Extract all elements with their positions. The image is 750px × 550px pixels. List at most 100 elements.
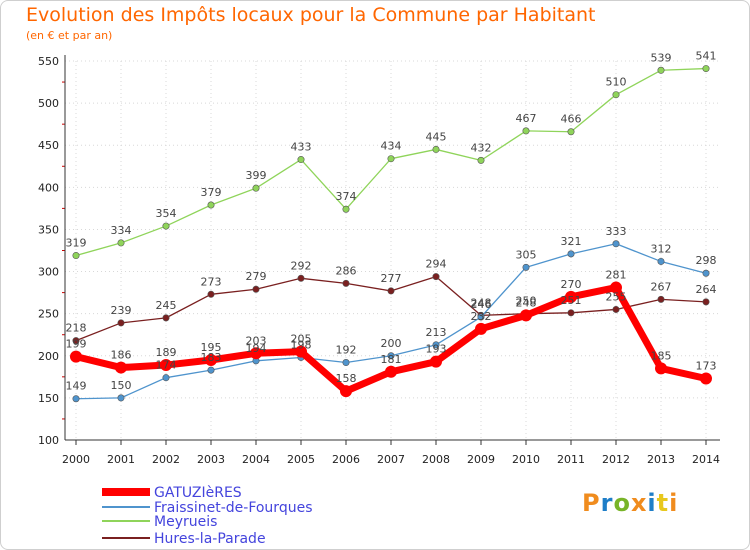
data-label: 205 <box>291 333 312 346</box>
data-label: 281 <box>606 269 627 282</box>
data-label: 267 <box>651 280 672 293</box>
data-label: 183 <box>201 351 222 364</box>
logo-letter: x <box>630 489 648 517</box>
y-tick-label: 100 <box>38 434 59 447</box>
data-point <box>657 295 665 303</box>
data-label: 264 <box>696 283 717 296</box>
x-tick-label: 2000 <box>62 453 90 466</box>
legend-label: GATUZIèRES <box>154 485 242 501</box>
data-label: 250 <box>516 295 537 308</box>
data-label: 279 <box>246 270 267 283</box>
data-point <box>160 359 172 372</box>
data-point <box>655 362 667 375</box>
data-label: 270 <box>561 278 582 291</box>
data-label: 312 <box>651 242 672 255</box>
y-tick-label: 500 <box>38 97 59 110</box>
data-label: 273 <box>201 275 222 288</box>
data-label: 186 <box>111 349 132 362</box>
data-label: 248 <box>516 296 537 309</box>
data-point <box>477 313 485 321</box>
data-label: 198 <box>291 338 312 351</box>
legend-label: Hures-la-Parade <box>154 531 266 547</box>
data-label: 374 <box>336 190 357 203</box>
data-label: 239 <box>111 304 132 317</box>
data-label: 294 <box>426 258 447 271</box>
data-point <box>657 257 665 265</box>
x-tick-label: 2005 <box>287 453 315 466</box>
data-point <box>340 385 352 398</box>
data-label: 433 <box>291 141 312 154</box>
data-point <box>432 145 440 153</box>
data-label: 193 <box>426 343 447 356</box>
data-label: 189 <box>156 346 177 359</box>
data-label: 195 <box>201 341 222 354</box>
data-label: 305 <box>516 248 537 261</box>
data-point <box>342 205 350 213</box>
data-point <box>117 239 125 247</box>
data-label: 432 <box>471 141 492 154</box>
logo-letter: i <box>647 489 657 517</box>
chart-subtitle: (en € et par an) <box>26 29 113 42</box>
legend: GATUZIèRESFraissinet-de-FourquesMeyrueis… <box>102 485 312 547</box>
data-point <box>657 66 665 74</box>
data-point <box>342 359 350 367</box>
data-point <box>565 290 577 303</box>
data-label: 218 <box>66 322 87 335</box>
data-label: 321 <box>561 235 582 248</box>
y-tick-label: 300 <box>38 266 59 279</box>
data-point <box>70 350 82 363</box>
chart-title: Evolution des Impôts locaux pour la Comm… <box>26 4 596 26</box>
data-point <box>432 341 440 349</box>
x-tick-label: 2011 <box>557 453 585 466</box>
data-label: 399 <box>246 169 267 182</box>
data-label: 149 <box>66 380 87 393</box>
data-point <box>567 309 575 317</box>
data-point <box>252 184 260 192</box>
data-point <box>700 372 712 385</box>
data-point <box>430 355 442 368</box>
data-label: 298 <box>696 254 717 267</box>
data-point <box>475 322 487 335</box>
x-tick-label: 2001 <box>107 453 135 466</box>
legend-label: Meyrueis <box>154 514 217 530</box>
data-label: 181 <box>381 353 402 366</box>
axes: 100 150 200 250 300 350 400 450 500 550 2000 2001 20… <box>38 55 720 466</box>
data-point <box>387 287 395 295</box>
data-label: 185 <box>651 349 672 362</box>
data-point <box>612 240 620 248</box>
data-point <box>162 374 170 382</box>
data-label: 467 <box>516 112 537 125</box>
data-point <box>207 201 215 209</box>
data-label: 334 <box>111 224 132 237</box>
data-point <box>115 361 127 374</box>
data-label: 379 <box>201 186 222 199</box>
data-point <box>567 250 575 258</box>
data-point <box>612 91 620 99</box>
data-label: 445 <box>426 130 447 143</box>
data-point <box>702 269 710 277</box>
data-label: 248 <box>471 296 492 309</box>
y-tick-label: 350 <box>38 223 59 236</box>
data-point <box>207 290 215 298</box>
data-point <box>610 281 622 294</box>
data-label: 292 <box>291 259 312 272</box>
data-label: 173 <box>696 360 717 373</box>
y-tick-label: 450 <box>38 139 59 152</box>
data-point <box>250 347 262 360</box>
x-tick-label: 2008 <box>422 453 450 466</box>
data-point <box>387 155 395 163</box>
x-tick-label: 2010 <box>512 453 540 466</box>
data-label: 354 <box>156 207 177 220</box>
y-tick-label: 250 <box>38 308 59 321</box>
data-point <box>252 285 260 293</box>
data-point <box>612 305 620 313</box>
data-point <box>295 345 307 358</box>
data-point <box>162 222 170 230</box>
data-label: 277 <box>381 272 402 285</box>
x-tick-label: 2004 <box>242 453 270 466</box>
data-label: 466 <box>561 113 582 126</box>
data-point <box>72 395 80 403</box>
x-tick-label: 2013 <box>647 453 675 466</box>
